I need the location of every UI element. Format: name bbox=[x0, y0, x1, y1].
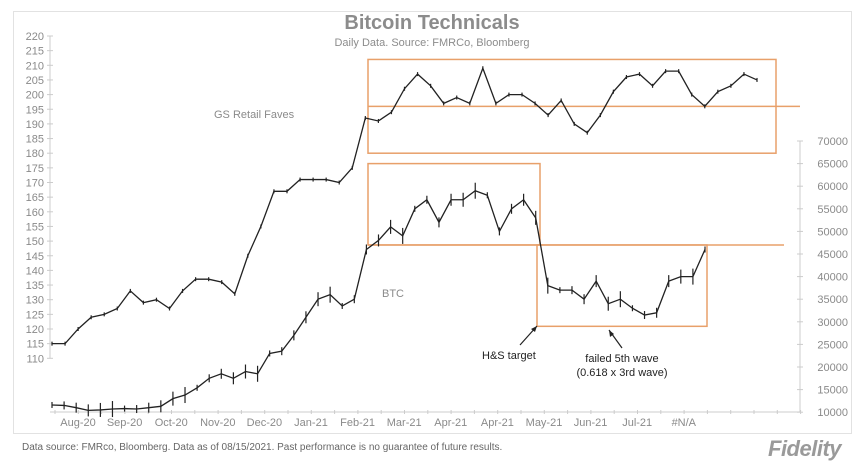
left-tick-label: 145 bbox=[26, 251, 44, 263]
left-tick-label: 135 bbox=[26, 280, 44, 292]
x-tick-label: Jan-21 bbox=[294, 417, 328, 429]
btc-bottom-box bbox=[536, 244, 708, 328]
x-tick-label: Jun-21 bbox=[574, 417, 608, 429]
chart-title: Bitcoin Technicals bbox=[344, 12, 519, 34]
left-tick-label: 200 bbox=[26, 90, 44, 102]
x-tick-label: Dec-20 bbox=[247, 417, 282, 429]
x-tick-label: Nov-20 bbox=[200, 417, 235, 429]
left-tick-label: 115 bbox=[26, 339, 44, 351]
left-tick-label: 195 bbox=[26, 104, 44, 116]
left-tick-label: 125 bbox=[26, 309, 44, 321]
right-tick-label: 35000 bbox=[817, 294, 848, 306]
annotation-fib-ratio: (0.618 x 3rd wave) bbox=[576, 367, 667, 379]
chart-frame bbox=[13, 11, 852, 434]
btc-top-box bbox=[367, 162, 541, 246]
left-tick-label: 165 bbox=[26, 192, 44, 204]
left-tick-label: 205 bbox=[26, 75, 44, 87]
right-tick-label: 70000 bbox=[817, 136, 848, 148]
arrow-head-icon bbox=[609, 330, 614, 337]
left-tick-label: 215 bbox=[26, 46, 44, 58]
left-tick-label: 180 bbox=[26, 148, 44, 160]
series-line-gs-retail-faves bbox=[52, 66, 758, 345]
right-tick-label: 10000 bbox=[817, 407, 848, 419]
x-tick-label: Oct-20 bbox=[155, 417, 188, 429]
chart: Bitcoin Technicals Daily Data. Source: F… bbox=[26, 12, 848, 429]
right-tick-label: 15000 bbox=[817, 385, 848, 397]
x-tick-label: May-21 bbox=[526, 417, 563, 429]
x-tick-label: #N/A bbox=[672, 417, 697, 429]
right-tick-label: 40000 bbox=[817, 272, 848, 284]
right-tick-label: 30000 bbox=[817, 317, 848, 329]
right-tick-label: 20000 bbox=[817, 362, 848, 374]
series-label-btc: BTC bbox=[382, 288, 404, 300]
right-tick-label: 50000 bbox=[817, 226, 848, 238]
annotation-failed-5th-wave: failed 5th wave bbox=[585, 353, 658, 365]
source-note: Data source: FMRco, Bloomberg. Data as o… bbox=[22, 442, 503, 453]
left-tick-label: 140 bbox=[26, 265, 44, 277]
x-tick-label: Apr-21 bbox=[434, 417, 467, 429]
right-tick-label: 65000 bbox=[817, 159, 848, 171]
right-tick-label: 45000 bbox=[817, 249, 848, 261]
annotation-hs-target: H&S target bbox=[482, 350, 536, 362]
left-tick-label: 120 bbox=[26, 324, 44, 336]
fidelity-logo: Fidelity bbox=[768, 436, 842, 461]
x-tick-label: Jul-21 bbox=[622, 417, 652, 429]
left-tick-label: 190 bbox=[26, 119, 44, 131]
left-tick-label: 160 bbox=[26, 207, 44, 219]
left-tick-label: 185 bbox=[26, 134, 44, 146]
arrow-head-icon bbox=[531, 326, 537, 332]
x-tick-label: Sep-20 bbox=[107, 417, 142, 429]
left-tick-label: 210 bbox=[26, 60, 44, 72]
right-tick-label: 25000 bbox=[817, 339, 848, 351]
x-tick-label: Aug-20 bbox=[60, 417, 95, 429]
left-tick-label: 220 bbox=[26, 31, 44, 43]
chart-subtitle: Daily Data. Source: FMRCo, Bloomberg bbox=[334, 37, 529, 49]
right-tick-label: 55000 bbox=[817, 204, 848, 216]
x-tick-label: Feb-21 bbox=[340, 417, 375, 429]
left-tick-label: 170 bbox=[26, 178, 44, 190]
left-tick-label: 130 bbox=[26, 295, 44, 307]
left-tick-label: 155 bbox=[26, 221, 44, 233]
x-tick-label: Mar-21 bbox=[387, 417, 422, 429]
right-tick-label: 60000 bbox=[817, 181, 848, 193]
x-tick-label: Apr-21 bbox=[481, 417, 514, 429]
left-tick-label: 175 bbox=[26, 163, 44, 175]
left-tick-label: 150 bbox=[26, 236, 44, 248]
left-tick-label: 110 bbox=[26, 353, 44, 365]
series-label-gs-retail-faves: GS Retail Faves bbox=[214, 109, 295, 121]
